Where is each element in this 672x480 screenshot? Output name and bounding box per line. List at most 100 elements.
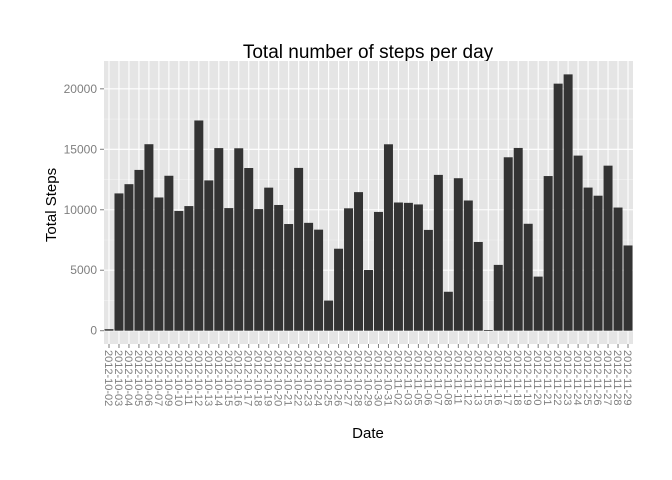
bar-2012-10-06 (144, 144, 154, 331)
bar-2012-11-05 (413, 204, 423, 331)
bar-2012-10-19 (264, 187, 274, 331)
x-tick-label: 2012-11-07 (431, 350, 443, 405)
bar-2012-10-30 (373, 211, 383, 331)
x-tick-label: 2012-10-02 (102, 350, 114, 406)
bar-2012-11-08 (443, 291, 453, 331)
x-tick-label: 2012-10-10 (172, 350, 184, 406)
bar-2012-11-26 (593, 195, 603, 331)
x-tick-label: 2012-11-27 (601, 350, 613, 405)
bar-2012-10-02 (104, 329, 114, 331)
bar-2012-11-17 (503, 157, 513, 331)
x-tick-label: 2012-11-13 (471, 350, 483, 405)
bars (104, 74, 633, 332)
y-tick-label: 10000 (64, 203, 98, 217)
x-tick-label: 2012-11-17 (501, 350, 513, 405)
bar-2012-11-11 (453, 178, 463, 331)
x-tick-label: 2012-10-14 (212, 350, 224, 406)
x-tick-label: 2012-10-25 (322, 350, 334, 406)
x-tick-label: 2012-11-24 (571, 350, 583, 405)
bar-2012-11-20 (533, 276, 543, 331)
x-tick-label: 2012-10-29 (362, 350, 374, 406)
y-tick-label: 20000 (64, 82, 98, 96)
x-tick-label: 2012-10-27 (342, 350, 354, 406)
bar-2012-11-19 (523, 223, 533, 331)
bar-2012-11-28 (613, 207, 623, 331)
bar-2012-10-27 (344, 208, 354, 331)
x-tick-label: 2012-11-25 (581, 350, 593, 405)
x-tick-label: 2012-11-26 (591, 350, 603, 405)
x-tick-label: 2012-10-04 (122, 350, 134, 406)
y-tick-label: 5000 (70, 263, 97, 277)
x-tick-label: 2012-11-02 (391, 350, 403, 405)
x-tick-label: 2012-11-03 (401, 350, 413, 405)
x-tick-label: 2012-10-11 (182, 350, 194, 405)
bar-2012-11-24 (573, 155, 583, 331)
bar-2012-10-15 (224, 208, 234, 331)
bar-2012-10-10 (174, 210, 184, 331)
x-tick-label: 2012-11-21 (541, 350, 553, 405)
x-tick-label: 2012-10-24 (312, 350, 324, 406)
x-tick-label: 2012-10-17 (242, 350, 254, 406)
bar-2012-10-23 (304, 222, 314, 331)
bar-2012-11-07 (433, 174, 443, 331)
bar-2012-10-29 (364, 270, 373, 331)
bar-2012-11-23 (563, 74, 573, 331)
x-tick-label: 2012-11-20 (531, 350, 543, 405)
bar-2012-10-24 (314, 229, 324, 331)
x-tick-label: 2012-11-12 (461, 350, 473, 405)
x-tick-label: 2012-10-09 (162, 350, 174, 406)
x-tick-label: 2012-10-21 (282, 350, 294, 406)
chart-title: Total number of steps per day (243, 42, 494, 63)
x-tick-label: 2012-10-30 (371, 350, 383, 406)
bar-2012-10-26 (334, 248, 344, 331)
x-tick-label: 2012-10-28 (352, 350, 364, 406)
bar-2012-11-12 (463, 200, 473, 331)
bar-2012-11-27 (603, 165, 613, 331)
x-tick-label: 2012-11-23 (561, 350, 573, 405)
x-axis-title: Date (352, 425, 384, 442)
y-axis-title: Total Steps (43, 168, 60, 242)
bar-2012-11-03 (403, 202, 413, 331)
x-tick-label: 2012-10-03 (112, 350, 124, 406)
y-tick-label: 15000 (64, 142, 98, 156)
bar-2012-10-18 (254, 209, 264, 331)
x-tick-label: 2012-11-29 (621, 350, 633, 405)
bar-2012-10-20 (274, 204, 284, 331)
bar-2012-10-21 (284, 224, 294, 331)
bar-2012-10-11 (184, 206, 194, 331)
bar-2012-10-03 (114, 193, 124, 331)
bar-2012-11-29 (623, 245, 633, 331)
x-tick-label: 2012-10-31 (381, 350, 393, 406)
x-tick-label: 2012-11-05 (411, 350, 423, 405)
bar-2012-11-16 (493, 264, 503, 331)
bar-2012-10-07 (154, 197, 164, 331)
bar-2012-10-17 (244, 168, 254, 331)
bar-2012-10-14 (214, 148, 224, 331)
bar-2012-10-22 (294, 167, 304, 331)
x-tick-label: 2012-10-07 (152, 350, 164, 406)
x-tick-label: 2012-10-16 (232, 350, 244, 406)
x-tick-label: 2012-11-16 (491, 350, 503, 405)
x-tick-label: 2012-11-11 (451, 350, 463, 405)
bar-2012-11-13 (473, 241, 483, 331)
bar-2012-10-25 (324, 300, 334, 331)
x-tick-label: 2012-10-22 (292, 350, 304, 406)
bar-2012-11-06 (423, 229, 433, 331)
x-tick-label: 2012-11-08 (441, 350, 453, 405)
bar-2012-11-18 (513, 147, 523, 331)
bar-2012-10-13 (204, 180, 214, 331)
x-tick-label: 2012-10-12 (192, 350, 204, 406)
x-axis: 2012-10-022012-10-032012-10-042012-10-05… (102, 344, 633, 406)
bar-2012-11-15 (483, 330, 493, 332)
x-tick-label: 2012-10-19 (262, 350, 274, 406)
bar-2012-10-09 (164, 175, 174, 331)
x-tick-label: 2012-11-22 (551, 350, 563, 405)
bar-2012-11-21 (543, 176, 553, 331)
bar-2012-11-25 (583, 187, 593, 331)
bar-2012-11-22 (553, 83, 563, 331)
x-tick-label: 2012-10-13 (202, 350, 214, 406)
bar-2012-10-04 (124, 184, 134, 331)
x-tick-label: 2012-10-15 (222, 350, 234, 406)
x-tick-label: 2012-10-05 (132, 350, 144, 406)
